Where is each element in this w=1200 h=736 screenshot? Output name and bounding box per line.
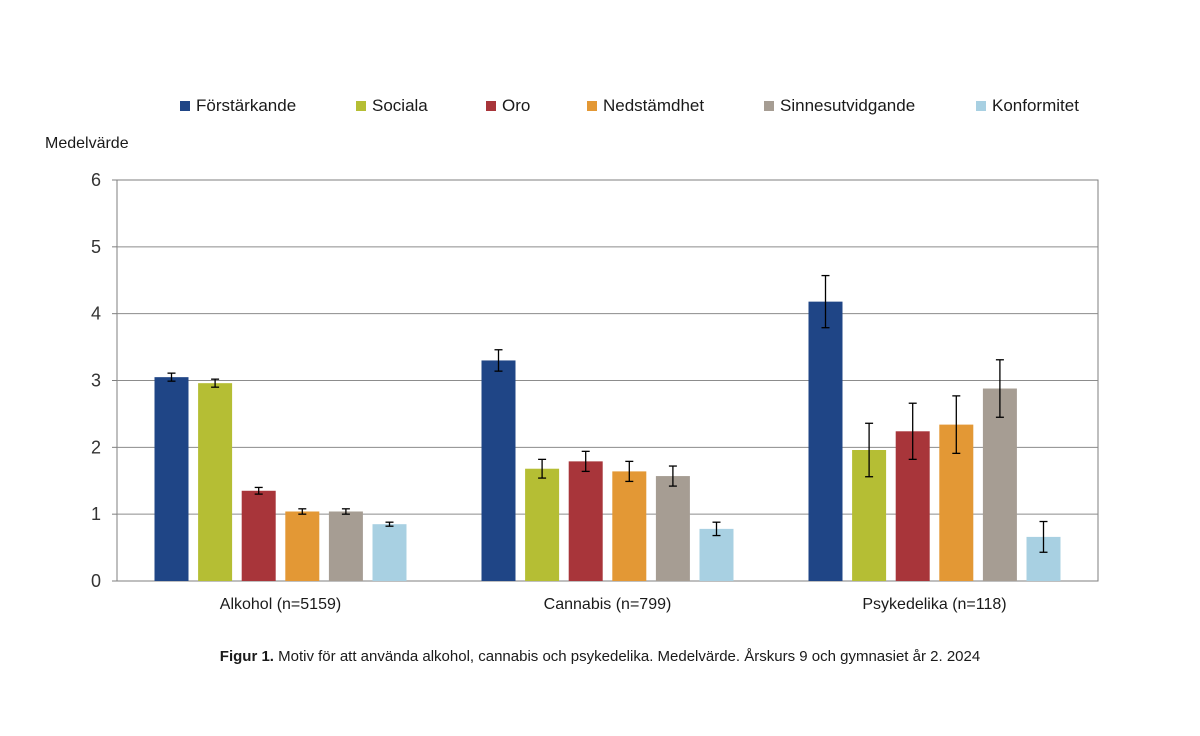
bar	[481, 360, 516, 581]
legend-label: Konformitet	[992, 96, 1079, 115]
legend-swatch	[486, 101, 496, 111]
x-tick-label: Psykedelika (n=118)	[862, 596, 1006, 613]
legend-swatch	[764, 101, 774, 111]
y-tick-label: 0	[91, 571, 101, 591]
y-tick-label: 2	[91, 437, 101, 457]
legend-label: Oro	[502, 96, 531, 115]
legend-item-konformitet: Konformitet	[976, 96, 1079, 116]
legend-swatch	[976, 101, 986, 111]
legend-swatch	[587, 101, 597, 111]
bar	[982, 388, 1017, 581]
y-axis-label: Medelvärde	[45, 135, 129, 152]
bar	[372, 524, 407, 581]
y-tick-label: 4	[91, 304, 101, 324]
bar	[198, 383, 233, 581]
legend-label: Sinnesutvidgande	[780, 96, 916, 115]
bar	[285, 511, 320, 581]
bar	[612, 471, 647, 581]
caption-text: Motiv för att använda alkohol, cannabis …	[273, 648, 981, 665]
bar	[154, 377, 189, 581]
legend-item-sinnesutvidgande: Sinnesutvidgande	[764, 96, 915, 116]
legend: Förstärkande Sociala Oro Nedstämdhet Sin…	[0, 96, 1200, 120]
legend-item-forstarkande: Förstärkande	[180, 96, 296, 116]
bar	[655, 476, 690, 581]
legend-label: Sociala	[372, 96, 428, 115]
y-tick-label: 5	[91, 237, 101, 257]
bar	[699, 528, 734, 581]
bar	[568, 461, 603, 581]
x-tick-label: Cannabis (n=799)	[544, 596, 672, 613]
y-tick-label: 1	[91, 504, 101, 524]
bar	[808, 301, 843, 581]
bar	[241, 490, 276, 581]
caption-prefix: Figur 1.	[219, 648, 274, 665]
y-tick-label: 6	[91, 170, 101, 190]
bar	[525, 468, 560, 581]
legend-swatch	[356, 101, 366, 111]
legend-item-oro: Oro	[486, 96, 530, 116]
legend-swatch	[180, 101, 190, 111]
bar	[328, 511, 363, 581]
legend-item-nedstamdhet: Nedstämdhet	[587, 96, 704, 116]
figure-caption: Figur 1. Motiv för att använda alkohol, …	[0, 648, 1200, 665]
y-tick-label: 3	[91, 371, 101, 391]
legend-item-sociala: Sociala	[356, 96, 428, 116]
x-tick-label: Alkohol (n=5159)	[220, 596, 341, 613]
legend-label: Förstärkande	[196, 96, 297, 115]
legend-label: Nedstämdhet	[603, 96, 705, 115]
